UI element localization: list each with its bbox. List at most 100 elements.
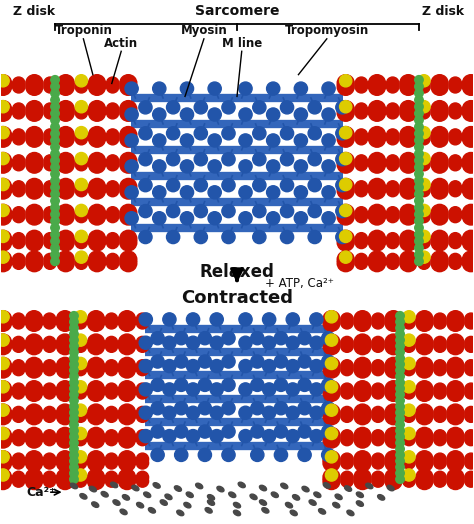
- Ellipse shape: [385, 357, 402, 374]
- Ellipse shape: [0, 204, 11, 221]
- Ellipse shape: [403, 387, 415, 399]
- Ellipse shape: [26, 431, 43, 448]
- Ellipse shape: [198, 401, 211, 415]
- Ellipse shape: [403, 457, 415, 469]
- Ellipse shape: [400, 208, 417, 225]
- Ellipse shape: [44, 317, 55, 329]
- Ellipse shape: [70, 336, 78, 344]
- Ellipse shape: [434, 410, 446, 422]
- Ellipse shape: [323, 454, 340, 472]
- Ellipse shape: [294, 82, 308, 95]
- Ellipse shape: [403, 433, 415, 446]
- Ellipse shape: [56, 473, 73, 489]
- Ellipse shape: [416, 338, 433, 355]
- Ellipse shape: [107, 155, 119, 167]
- Ellipse shape: [70, 396, 78, 405]
- Ellipse shape: [403, 311, 415, 323]
- Ellipse shape: [239, 430, 252, 443]
- Ellipse shape: [416, 454, 433, 472]
- Ellipse shape: [465, 359, 474, 372]
- Ellipse shape: [449, 181, 461, 193]
- Ellipse shape: [239, 359, 252, 373]
- Ellipse shape: [57, 127, 74, 144]
- Ellipse shape: [355, 133, 367, 145]
- Ellipse shape: [321, 355, 335, 368]
- Ellipse shape: [137, 475, 149, 487]
- Ellipse shape: [56, 311, 73, 328]
- Ellipse shape: [0, 230, 9, 243]
- Ellipse shape: [75, 77, 88, 89]
- Ellipse shape: [415, 109, 423, 118]
- Ellipse shape: [44, 129, 56, 141]
- Ellipse shape: [75, 236, 88, 248]
- Ellipse shape: [186, 492, 193, 497]
- Ellipse shape: [89, 104, 106, 121]
- Ellipse shape: [403, 359, 415, 372]
- Ellipse shape: [431, 130, 448, 147]
- Ellipse shape: [323, 451, 340, 467]
- Ellipse shape: [403, 471, 415, 484]
- Ellipse shape: [0, 334, 11, 351]
- Ellipse shape: [416, 334, 433, 351]
- Ellipse shape: [396, 342, 404, 351]
- Ellipse shape: [418, 184, 430, 196]
- Ellipse shape: [153, 483, 160, 488]
- Ellipse shape: [386, 155, 399, 167]
- Ellipse shape: [403, 317, 415, 329]
- Ellipse shape: [151, 378, 164, 391]
- Ellipse shape: [56, 431, 73, 448]
- Ellipse shape: [355, 236, 367, 248]
- Ellipse shape: [434, 387, 446, 399]
- Ellipse shape: [163, 359, 176, 373]
- Ellipse shape: [386, 254, 399, 266]
- Ellipse shape: [180, 186, 193, 199]
- Ellipse shape: [355, 181, 367, 193]
- Ellipse shape: [74, 407, 87, 419]
- Ellipse shape: [180, 160, 193, 173]
- Ellipse shape: [431, 104, 448, 121]
- Ellipse shape: [385, 361, 402, 378]
- Ellipse shape: [274, 378, 288, 391]
- Ellipse shape: [354, 431, 371, 448]
- Ellipse shape: [70, 318, 78, 326]
- Ellipse shape: [139, 127, 152, 140]
- Ellipse shape: [238, 482, 245, 488]
- Ellipse shape: [153, 186, 166, 199]
- Ellipse shape: [120, 208, 137, 225]
- Ellipse shape: [266, 134, 280, 147]
- Ellipse shape: [26, 428, 43, 444]
- Ellipse shape: [26, 338, 43, 355]
- Ellipse shape: [71, 483, 77, 489]
- Ellipse shape: [416, 431, 433, 448]
- Ellipse shape: [434, 336, 446, 348]
- Ellipse shape: [396, 463, 404, 471]
- Ellipse shape: [57, 251, 74, 268]
- Ellipse shape: [431, 152, 448, 169]
- Ellipse shape: [186, 383, 200, 396]
- Ellipse shape: [107, 103, 119, 115]
- Ellipse shape: [310, 430, 323, 443]
- Ellipse shape: [447, 408, 464, 424]
- Ellipse shape: [13, 181, 25, 193]
- Ellipse shape: [56, 334, 73, 351]
- Ellipse shape: [222, 449, 235, 462]
- Ellipse shape: [56, 338, 73, 355]
- Ellipse shape: [251, 332, 264, 345]
- Ellipse shape: [51, 237, 59, 245]
- Ellipse shape: [355, 254, 367, 266]
- Ellipse shape: [174, 355, 188, 368]
- Ellipse shape: [465, 407, 474, 419]
- Ellipse shape: [356, 492, 364, 497]
- Ellipse shape: [137, 313, 149, 325]
- Ellipse shape: [415, 149, 423, 158]
- Ellipse shape: [465, 336, 474, 348]
- Ellipse shape: [74, 334, 87, 346]
- Ellipse shape: [434, 313, 446, 325]
- Ellipse shape: [463, 75, 474, 92]
- Ellipse shape: [12, 387, 25, 399]
- Ellipse shape: [70, 421, 78, 429]
- Ellipse shape: [118, 473, 136, 489]
- Ellipse shape: [378, 495, 385, 500]
- Ellipse shape: [298, 401, 311, 415]
- Ellipse shape: [386, 77, 399, 89]
